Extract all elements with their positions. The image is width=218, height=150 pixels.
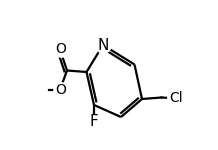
Text: F: F (90, 114, 98, 129)
Text: O: O (56, 83, 66, 98)
Text: Cl: Cl (170, 91, 183, 105)
Text: N: N (97, 38, 109, 52)
Text: O: O (56, 42, 66, 56)
